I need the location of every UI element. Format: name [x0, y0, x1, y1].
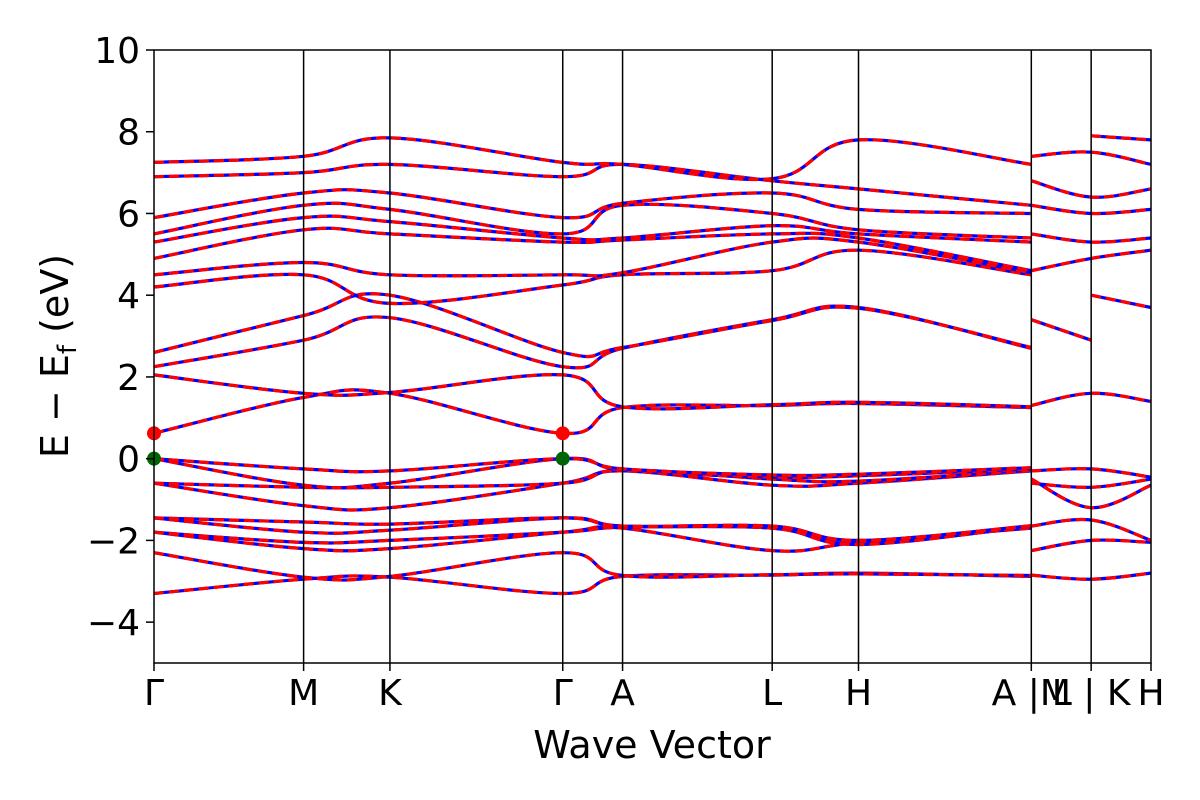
band-36-spin-up — [1091, 134, 1152, 142]
y-axis-title-unit: (eV) — [33, 254, 77, 345]
x-tick-label-1: M — [288, 673, 319, 714]
band-14-spin-up — [153, 248, 1032, 306]
band-29-spin-up — [1030, 318, 1092, 342]
y-tick-label-4: 2 — [117, 358, 140, 399]
y-axis-ticks: 10 8 6 4 2 0 −2 −4 — [87, 31, 154, 644]
x-tick-label-7: A |M — [992, 673, 1071, 714]
x-tick-label-4: A — [610, 673, 635, 714]
y-tick-label-7: −4 — [87, 603, 140, 644]
vbm-marker-3 — [555, 451, 570, 466]
y-axis-title: E − Ef (eV) — [33, 254, 83, 458]
x-axis-title: Wave Vector — [533, 723, 771, 767]
y-tick-label-5: 0 — [117, 440, 140, 481]
x-tick-label-2: K — [378, 673, 403, 714]
x-tick-label-6: H — [845, 673, 872, 714]
x-tick-label-8: L | K — [1052, 673, 1132, 714]
cbm-marker-1 — [555, 426, 570, 441]
y-tick-label-6: −2 — [87, 521, 140, 562]
plot-frame — [153, 49, 1152, 664]
band-27-spin-up — [1031, 467, 1152, 479]
y-tick-label-2: 6 — [117, 194, 140, 235]
band-30-spin-up — [1090, 293, 1152, 310]
x-tick-label-0: Γ — [144, 673, 164, 714]
x-tick-label-3: Γ — [553, 673, 573, 714]
y-tick-label-3: 4 — [117, 276, 140, 317]
y-tick-label-0: 10 — [94, 31, 140, 72]
band-11-spin-up — [153, 373, 1032, 411]
x-tick-label-9: H — [1137, 673, 1164, 714]
y-axis-title-main: E − E — [33, 354, 77, 458]
high-symmetry-lines — [302, 50, 1092, 663]
x-tick-label-5: L — [762, 673, 782, 714]
y-tick-label-1: 8 — [117, 113, 140, 154]
y-axis-title-sub: f — [53, 344, 83, 354]
